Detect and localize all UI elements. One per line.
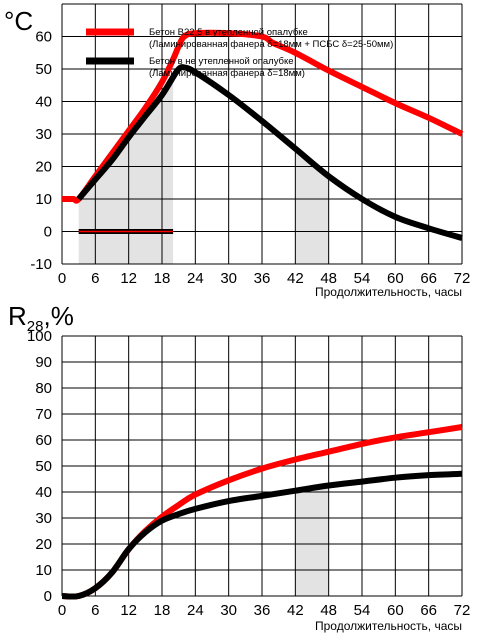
legend-label-insulated-line2: (Ламинированная фанера δ=18мм + ПСБС δ=2… [149,39,393,50]
x-tick-label: 18 [154,602,171,619]
strength-tick-labels: 0 10 20 30 40 50 60 70 80 90 100 0 6 12 18 24 30 36 42 48 54… [27,328,470,619]
y-tick-label: 70 [35,406,52,423]
y-tick-label: 10 [35,191,52,208]
x-tick-label: 60 [387,602,404,619]
y-tick-label: 60 [35,29,52,46]
x-tick-label: 0 [58,602,66,619]
x-tick-label: 54 [354,602,371,619]
y-tick-label: 40 [35,94,52,111]
x-tick-label: 30 [220,270,237,287]
strength-series [61,424,463,600]
y-tick-label: 50 [35,61,52,78]
x-tick-label: 6 [91,602,99,619]
shaded-region-1 [295,148,329,264]
y-tick-label: 50 [35,458,52,475]
y-tick-label: 0 [44,588,52,605]
strength-y-title-sub: 28 [27,318,44,335]
strength-shaded-regions [295,485,329,596]
temperature-shaded-regions [78,77,329,264]
legend-label-uninsulated-line2: (Ламинированная фанера δ=18мм) [149,68,305,79]
temperature-chart: °C Бетон В22,5 в утепленной опалубке (Ла… [4,3,470,299]
y-tick-label: 100 [27,328,52,345]
x-tick-label: 36 [254,602,271,619]
x-tick-label: 48 [320,270,337,287]
y-tick-label: 30 [35,126,52,143]
strength-y-title: R28,% [8,301,74,335]
shaded-region-0 [295,485,329,596]
y-tick-label: 30 [35,510,52,527]
x-tick-label: 54 [354,270,371,287]
x-tick-label: 42 [287,270,304,287]
x-tick-label: 66 [420,602,437,619]
temperature-grid [61,3,463,265]
y-tick-label: 20 [35,159,52,176]
y-tick-label: 10 [35,562,52,579]
strength-chart: R28,% 0 10 20 30 40 50 60 70 80 90 100 0 6 12 18 24 30 36… [8,301,470,633]
x-tick-label: 24 [187,270,204,287]
series-line-1 [76,64,463,241]
y-tick-label: -10 [30,256,52,273]
shaded-region-0 [78,77,174,264]
strength-y-title-main: R [8,301,27,331]
x-tick-label: 42 [287,602,304,619]
x-tick-label: 12 [120,270,137,287]
x-tick-label: 30 [220,602,237,619]
strength-y-title-suffix: ,% [43,301,73,331]
temperature-series [62,29,464,241]
x-tick-label: 24 [187,602,204,619]
temperature-legend: Бетон В22,5 в утепленной опалубке (Ламин… [86,27,393,79]
x-tick-label: 72 [454,270,471,287]
x-tick-label: 12 [120,602,137,619]
legend-label-insulated: Бетон В22,5 в утепленной опалубке [149,27,308,38]
x-tick-label: 0 [58,270,66,287]
x-tick-label: 6 [91,270,99,287]
y-tick-label: 40 [35,484,52,501]
x-tick-label: 36 [254,270,271,287]
y-tick-label: 20 [35,536,52,553]
temperature-y-title: °C [4,6,33,36]
strength-x-title: Продолжительность, часы [315,619,462,633]
y-tick-label: 0 [44,224,52,241]
series-line-1 [61,470,463,600]
y-tick-label: 60 [35,432,52,449]
x-tick-label: 18 [154,270,171,287]
temperature-x-title: Продолжительность, часы [315,285,462,299]
y-tick-label: 90 [35,354,52,371]
strength-grid [61,335,463,597]
temperature-tick-labels: -10 0 10 20 30 40 50 60 0 6 12 18 24 30 36 42 48 54 60 66 72 [30,29,470,288]
y-tick-label: 80 [35,380,52,397]
x-tick-label: 48 [320,602,337,619]
x-tick-label: 60 [387,270,404,287]
x-tick-label: 66 [420,270,437,287]
legend-label-uninsulated: Бетон в не утепленной опалубке [149,56,294,67]
x-tick-label: 72 [454,602,471,619]
